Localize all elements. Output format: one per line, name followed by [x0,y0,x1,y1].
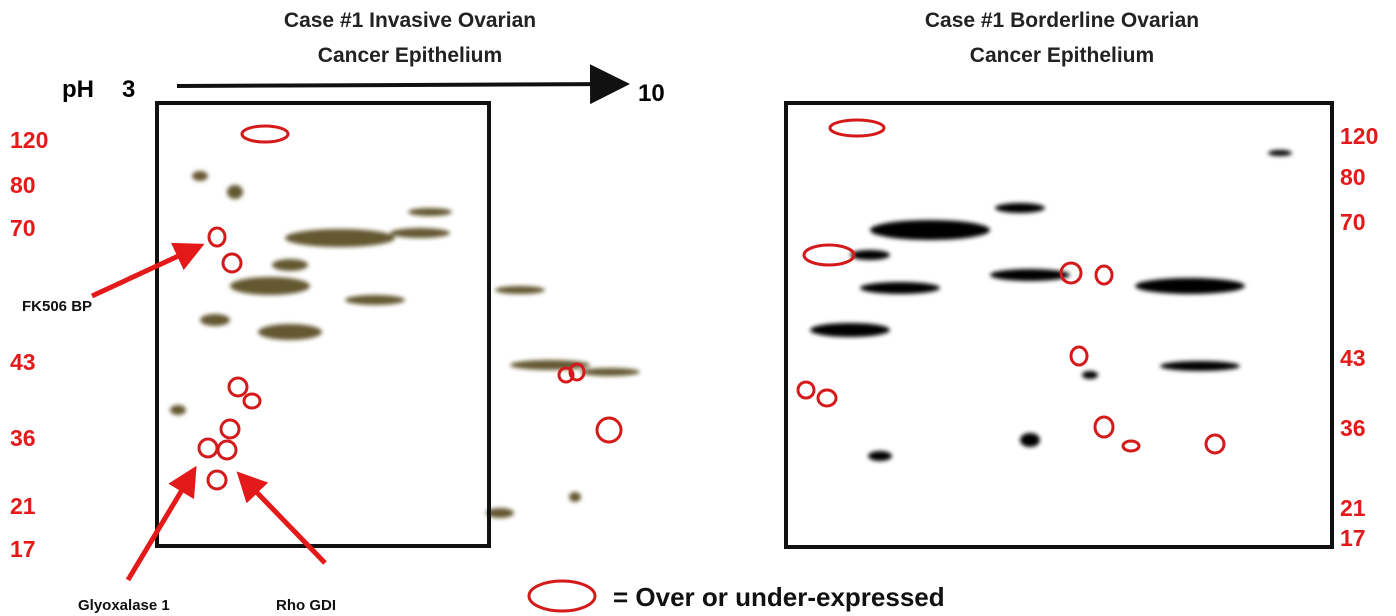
left-mw-markers: 120 80 70 43 36 21 17 [10,127,48,562]
right-gel [784,101,1334,549]
mw-label: 120 [1340,123,1378,149]
legend-text: = Over or under-expressed [613,582,945,612]
mw-label: 70 [10,215,36,241]
left-title: Cancer Epithelium [318,44,502,67]
annotation-label: Glyoxalase 1 [78,597,170,614]
mw-label: 70 [1340,209,1366,235]
annotation-label: Rho GDI [276,597,336,614]
ph-label: pH [62,76,94,103]
mw-label: 21 [10,493,36,519]
legend-symbol [527,579,597,613]
mw-label: 36 [10,425,36,451]
right-title: Cancer Epithelium [970,44,1154,67]
ph-end: 10 [638,80,665,107]
annotation-arrows [90,242,327,582]
right-title: Case #1 Borderline Ovarian [925,9,1199,32]
ph-start: 3 [122,76,135,103]
mw-label: 80 [1340,164,1366,190]
annotation-label: FK506 BP [22,298,92,315]
right-mw-markers: 120 80 70 43 36 21 17 [1340,123,1378,551]
mw-label: 43 [10,349,36,375]
left-gel [155,101,640,548]
mw-label: 21 [1340,495,1366,521]
mw-label: 17 [1340,525,1366,551]
mw-label: 120 [10,127,48,153]
ph-arrow [176,64,630,105]
mw-label: 17 [10,536,36,562]
left-title: Case #1 Invasive Ovarian [284,9,536,32]
mw-label: 80 [10,172,36,198]
mw-label: 43 [1340,345,1366,371]
mw-label: 36 [1340,415,1366,441]
